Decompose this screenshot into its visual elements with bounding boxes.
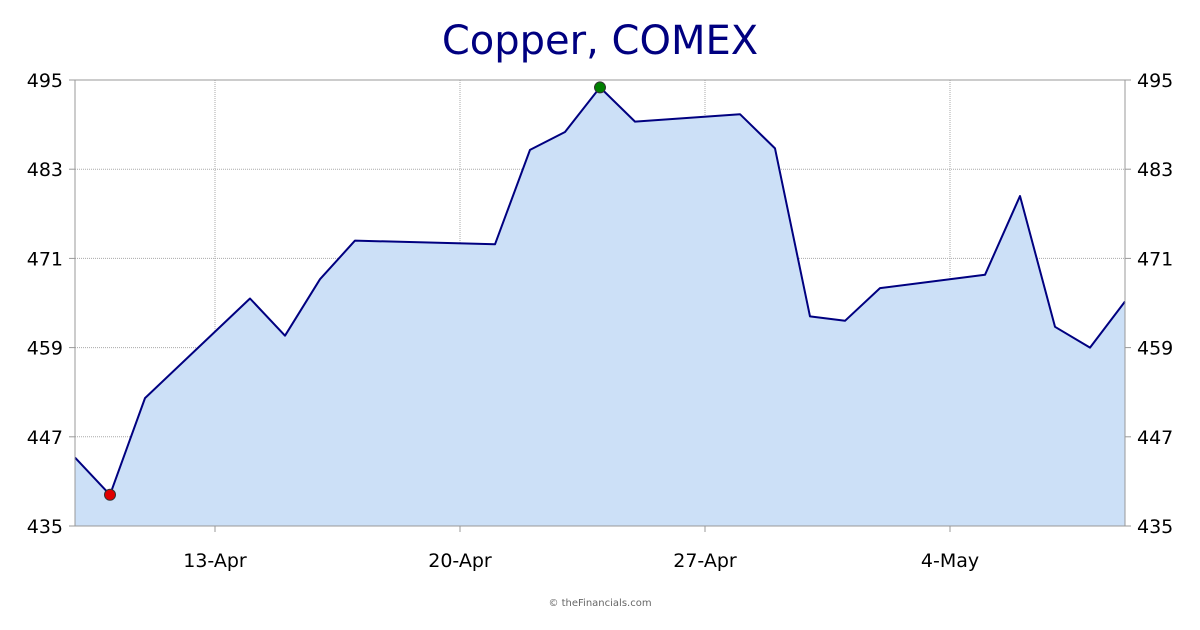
y-tick-label-right: 447: [1137, 427, 1173, 449]
y-tick-label-right: 471: [1137, 248, 1173, 270]
y-tick-label-right: 435: [1137, 516, 1173, 538]
price-line: [74, 86, 1126, 496]
y-tick-label-left: 435: [27, 516, 63, 538]
price-area-fill: [75, 87, 1125, 527]
plot-frame: [74, 79, 1126, 527]
x-tick-label: 13-Apr: [183, 550, 247, 572]
min-marker: [104, 488, 116, 501]
y-tick-label-right: 459: [1137, 338, 1173, 360]
y-tick-label-left: 447: [27, 427, 63, 449]
y-tick-label-right: 483: [1137, 159, 1173, 181]
y-tick-label-left: 459: [27, 338, 63, 360]
extreme-markers: [104, 81, 606, 501]
axis-labels: 435 435 447 447 459 459 471 471 483 483 495 495 13-A…: [27, 70, 1174, 572]
footer-credit: © theFinancials.com: [548, 598, 652, 609]
y-tick-label-left: 495: [27, 70, 63, 92]
x-tick-label: 27-Apr: [673, 550, 737, 572]
chart-title: Copper, COMEX: [441, 18, 759, 64]
y-tick-label-right: 495: [1137, 70, 1173, 92]
x-tick-label: 4-May: [921, 550, 979, 572]
x-tick-label: 20-Apr: [428, 550, 492, 572]
y-tick-label-left: 483: [27, 159, 63, 181]
max-marker: [594, 81, 606, 94]
y-tick-label-left: 471: [27, 248, 63, 270]
